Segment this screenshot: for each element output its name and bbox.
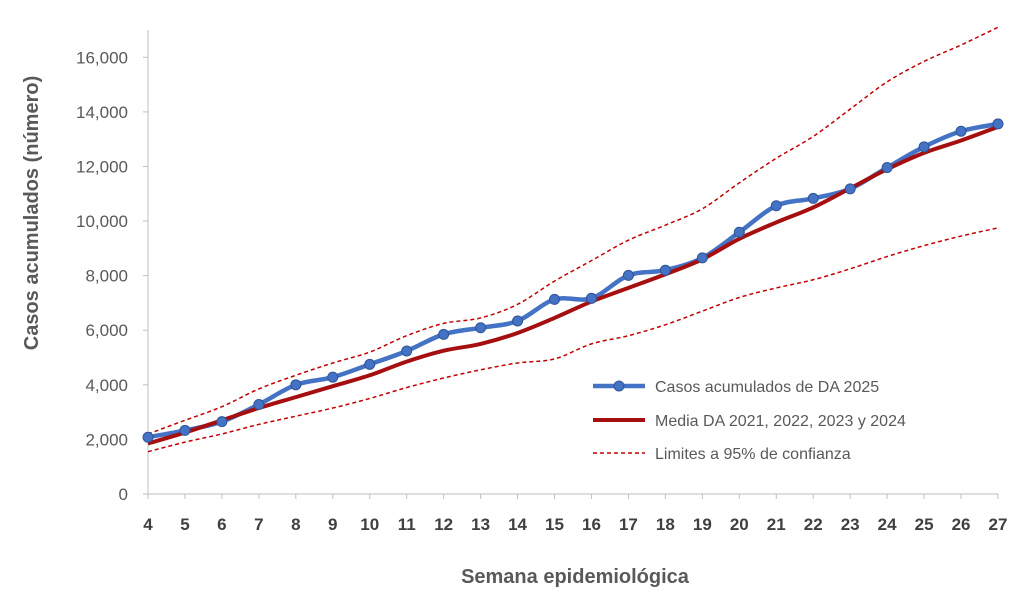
- x-tick-label: 16: [582, 515, 601, 534]
- cases-2025-point: [955, 125, 967, 137]
- y-axis: 0 2,000 4,000 6,000 8,000 10,000 12,000 14,000 1…: [76, 30, 149, 504]
- x-tick-label: 19: [693, 515, 712, 534]
- y-tick-label: 14,000: [76, 103, 128, 122]
- cases-2025-point: [364, 358, 376, 370]
- y-tick-label: 10,000: [76, 212, 128, 231]
- x-tick-label: 24: [878, 515, 897, 534]
- y-tick-label: 12,000: [76, 157, 128, 176]
- legend-label: Limites a 95% de confianza: [655, 446, 851, 463]
- cases-2025-point: [696, 252, 708, 264]
- cases-2025-point: [585, 292, 597, 304]
- x-tick-label: 18: [656, 515, 675, 534]
- x-tick-label: 21: [767, 515, 786, 534]
- cases-2025-point: [253, 398, 265, 410]
- x-axis-title: Semana epidemiológica: [461, 566, 690, 588]
- x-tick-label: 17: [619, 515, 638, 534]
- y-axis-title: Casos acumulados (número): [21, 76, 43, 351]
- cases-2025-point: [290, 379, 302, 391]
- x-tick-label: 9: [328, 515, 337, 534]
- cases-2025-point: [807, 192, 819, 204]
- cases-2025-point: [549, 293, 561, 305]
- cases-2025-point: [216, 416, 228, 428]
- x-tick-label: 6: [217, 515, 226, 534]
- x-tick-label: 15: [545, 515, 564, 534]
- cases-2025-point: [512, 315, 524, 327]
- x-tick-label: 5: [180, 515, 189, 534]
- legend: Casos acumulados de DA 2025 Media DA 2021…: [593, 379, 906, 463]
- ci-upper-line: [147, 26, 999, 435]
- x-tick-label: 11: [398, 515, 416, 534]
- legend-label: Media DA 2021, 2022, 2023 y 2024: [655, 413, 906, 430]
- cases-2025-point: [475, 322, 487, 334]
- cases-2025-point: [401, 345, 413, 357]
- y-tick-label: 8,000: [85, 267, 128, 286]
- legend-marker-cases: [613, 380, 625, 392]
- x-tick-label: 7: [254, 515, 263, 534]
- y-tick-label: 6,000: [85, 321, 128, 340]
- cases-2025-point: [881, 162, 893, 174]
- x-tick-label: 14: [508, 515, 527, 534]
- x-tick-label: 13: [471, 515, 490, 534]
- cases-2025-point: [142, 431, 154, 443]
- x-tick-label: 20: [730, 515, 749, 534]
- x-tick-label: 10: [360, 515, 379, 534]
- x-tick-label: 8: [291, 515, 300, 534]
- cases-2025-point: [770, 200, 782, 212]
- cases-2025-point: [622, 269, 634, 281]
- cases-2025-point: [733, 226, 745, 238]
- series-layer: [142, 26, 1004, 453]
- cases-2025-point: [438, 328, 450, 340]
- y-tick-label: 2,000: [85, 430, 128, 449]
- cases-2025-point: [918, 141, 930, 153]
- x-tick-label: 25: [915, 515, 934, 534]
- x-tick-label: 4: [143, 515, 153, 534]
- cases-2025-point: [659, 264, 671, 276]
- x-axis: 4 5 6 7 8 9 10 11 12 13 14 15 16 17 18 19 20 21 22 23 24 25 26…: [143, 493, 1008, 534]
- y-tick-label: 16,000: [76, 48, 128, 67]
- x-tick-label: 12: [434, 515, 453, 534]
- ci-lower-line: [147, 227, 999, 453]
- x-tick-label: 22: [804, 515, 823, 534]
- cases-2025-point: [844, 183, 856, 195]
- x-tick-label: 23: [841, 515, 860, 534]
- cases-2025-point: [179, 424, 191, 436]
- cases-2025-point: [327, 371, 339, 383]
- x-tick-label: 26: [952, 515, 971, 534]
- legend-label: Casos acumulados de DA 2025: [655, 379, 879, 396]
- cases-2025-point: [992, 118, 1004, 130]
- y-tick-label: 0: [119, 485, 128, 504]
- x-tick-label: 27: [989, 515, 1008, 534]
- y-tick-label: 4,000: [85, 376, 128, 395]
